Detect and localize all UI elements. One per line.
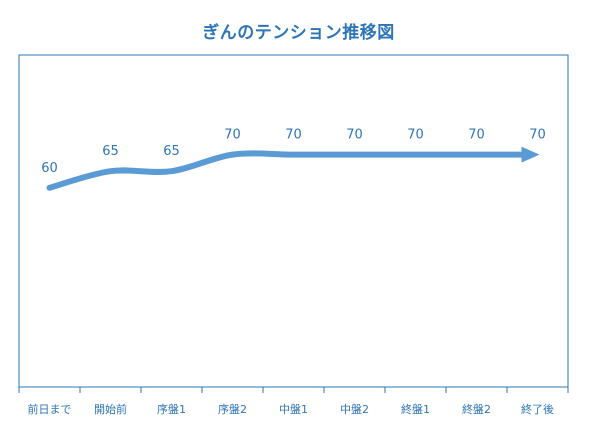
chart-title: ぎんのテンション推移図	[202, 23, 395, 43]
data-label: 60	[41, 161, 58, 176]
x-tick-label: 序盤1	[157, 402, 186, 416]
data-label: 70	[529, 128, 546, 143]
x-tick-label: 終了後	[521, 402, 554, 416]
x-tick-label: 中盤2	[340, 403, 369, 416]
data-labels: 60 65 65 70 70 70 70 70 70	[41, 128, 546, 176]
tick-labels: 前日まで 開始前 序盤1 序盤2 中盤1 中盤2 終盤1 終盤2 終了後	[28, 402, 555, 416]
data-label: 70	[224, 128, 241, 143]
data-label: 70	[285, 128, 302, 143]
x-tick-label: 中盤1	[279, 403, 308, 416]
data-label: 70	[407, 128, 424, 143]
x-tick-label: 終盤2	[462, 402, 491, 416]
x-tick-label: 前日まで	[28, 402, 72, 416]
data-label: 65	[102, 144, 119, 159]
plot-frame	[18, 54, 569, 388]
x-tick-label: 序盤2	[218, 402, 247, 416]
data-label: 65	[163, 144, 180, 159]
x-tick-label: 終盤1	[401, 402, 430, 416]
series-arrow-head	[521, 146, 540, 163]
series-layer	[46, 146, 540, 191]
data-label: 70	[346, 128, 363, 143]
x-axis	[18, 387, 569, 393]
x-tick-label: 開始前	[94, 402, 127, 416]
series-line	[46, 150, 525, 191]
data-label: 70	[468, 128, 485, 143]
